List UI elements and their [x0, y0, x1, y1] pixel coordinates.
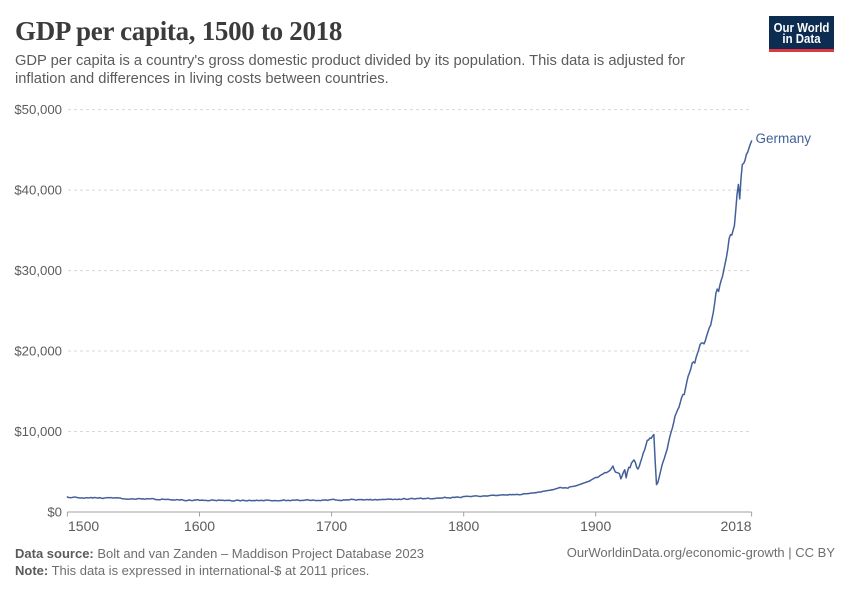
- svg-text:Germany: Germany: [756, 131, 812, 146]
- svg-text:$40,000: $40,000: [14, 183, 62, 198]
- svg-text:1900: 1900: [580, 518, 611, 534]
- svg-text:1600: 1600: [184, 518, 215, 534]
- svg-text:2018: 2018: [720, 518, 751, 534]
- svg-text:1700: 1700: [316, 518, 347, 534]
- svg-text:1800: 1800: [448, 518, 479, 534]
- svg-text:$10,000: $10,000: [14, 424, 62, 439]
- svg-text:$30,000: $30,000: [14, 263, 62, 278]
- svg-text:$0: $0: [47, 505, 62, 520]
- svg-text:$20,000: $20,000: [14, 344, 62, 359]
- svg-text:$50,000: $50,000: [14, 102, 62, 117]
- svg-text:1500: 1500: [68, 518, 99, 534]
